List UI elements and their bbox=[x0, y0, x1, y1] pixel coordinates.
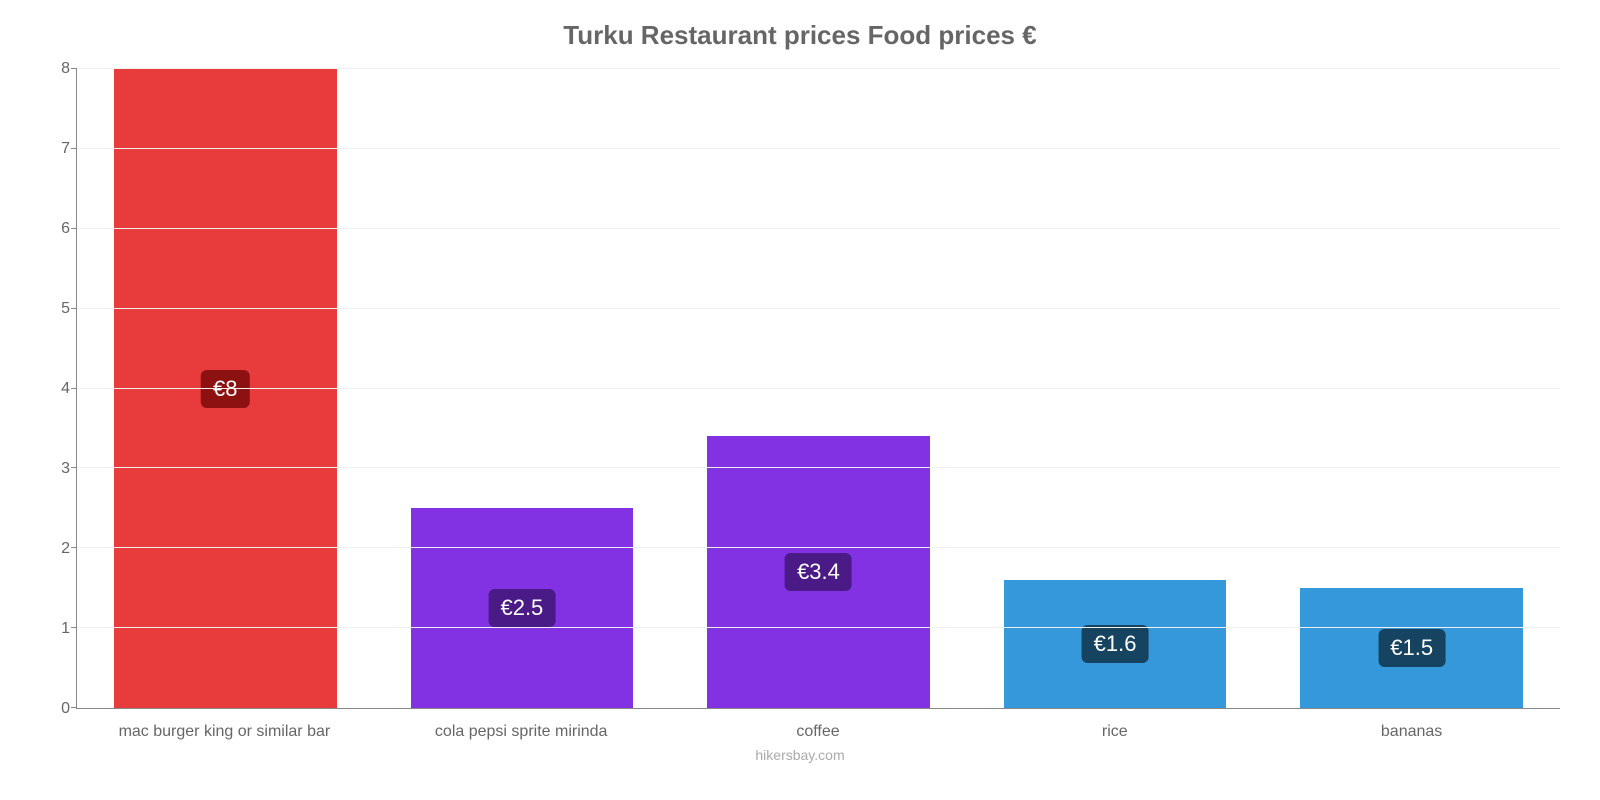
bar-slot: €1.6 bbox=[967, 69, 1264, 708]
gridline bbox=[77, 388, 1560, 389]
y-tickmark bbox=[71, 707, 77, 708]
bar-value-label: €2.5 bbox=[488, 589, 555, 627]
y-tickmark bbox=[71, 68, 77, 69]
gridline bbox=[77, 467, 1560, 468]
bar-slot: €3.4 bbox=[670, 69, 967, 708]
x-axis-label: mac burger king or similar bar bbox=[76, 723, 373, 741]
y-tickmark bbox=[71, 547, 77, 548]
y-tick-label: 6 bbox=[61, 220, 70, 238]
bars-row: €8 €2.5 €3.4 €1.6 €1.5 bbox=[77, 69, 1560, 708]
bar-slot: €8 bbox=[77, 69, 374, 708]
y-tickmark bbox=[71, 228, 77, 229]
bar: €8 bbox=[114, 69, 336, 708]
gridline bbox=[77, 627, 1560, 628]
y-axis: 012345678 bbox=[40, 69, 76, 709]
x-axis-label: coffee bbox=[670, 723, 967, 741]
bar: €2.5 bbox=[411, 508, 633, 708]
bar-value-label: €1.5 bbox=[1378, 629, 1445, 667]
bar-value-label: €8 bbox=[201, 370, 249, 408]
y-tick-label: 3 bbox=[61, 460, 70, 478]
x-axis-label: bananas bbox=[1263, 723, 1560, 741]
y-tickmark bbox=[71, 388, 77, 389]
gridline bbox=[77, 68, 1560, 69]
chart-title: Turku Restaurant prices Food prices € bbox=[40, 20, 1560, 51]
y-tick-label: 7 bbox=[61, 140, 70, 158]
y-tick-label: 8 bbox=[61, 60, 70, 78]
plot-area: €8 €2.5 €3.4 €1.6 €1.5 bbox=[76, 69, 1560, 709]
y-tickmark bbox=[71, 308, 77, 309]
y-tick-label: 5 bbox=[61, 300, 70, 318]
bar: €3.4 bbox=[707, 436, 929, 708]
x-axis-label: cola pepsi sprite mirinda bbox=[373, 723, 670, 741]
bar-slot: €1.5 bbox=[1263, 69, 1560, 708]
y-tick-label: 2 bbox=[61, 540, 70, 558]
gridline bbox=[77, 148, 1560, 149]
bar-slot: €2.5 bbox=[374, 69, 671, 708]
price-bar-chart: Turku Restaurant prices Food prices € 0 1… bbox=[0, 0, 1600, 800]
x-axis-label: rice bbox=[966, 723, 1263, 741]
y-tick-label: 4 bbox=[61, 380, 70, 398]
y-tickmark bbox=[71, 148, 77, 149]
chart-footer: hikersbay.com bbox=[40, 747, 1560, 763]
plot-row: 012345678 €8€2.5€3.4€1.6€1.5 bbox=[40, 69, 1560, 709]
gridline bbox=[77, 547, 1560, 548]
gridline bbox=[77, 308, 1560, 309]
bar: €1.5 bbox=[1300, 588, 1522, 708]
gridline bbox=[77, 228, 1560, 229]
y-tick-label: 1 bbox=[61, 620, 70, 638]
bar-value-label: €1.6 bbox=[1082, 625, 1149, 663]
y-tickmark bbox=[71, 627, 77, 628]
x-axis: mac burger king or similar barcola pepsi… bbox=[76, 723, 1560, 741]
bar: €1.6 bbox=[1004, 580, 1226, 708]
y-tick-label: 0 bbox=[61, 700, 70, 718]
y-tickmark bbox=[71, 467, 77, 468]
bar-value-label: €3.4 bbox=[785, 553, 852, 591]
